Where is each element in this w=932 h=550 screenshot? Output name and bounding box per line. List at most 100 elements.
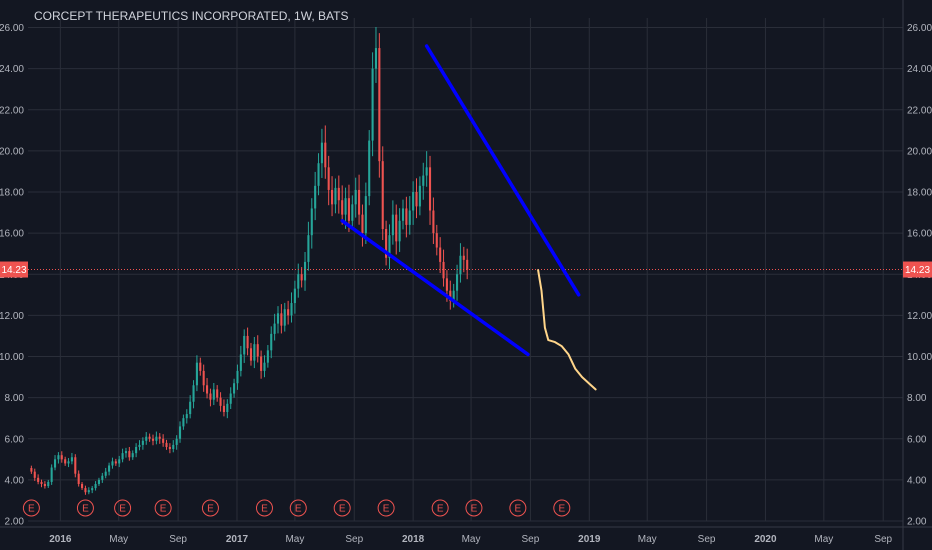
candle-body xyxy=(371,68,374,141)
candle-body xyxy=(303,261,307,281)
candle-body xyxy=(74,457,77,474)
candle-body xyxy=(270,333,273,351)
y-tick-label-left: 20.00 xyxy=(0,146,24,157)
candle-body xyxy=(84,488,87,493)
candle-body xyxy=(439,247,442,262)
candle-body xyxy=(246,335,249,349)
y-tick-label-left: 10.00 xyxy=(0,352,24,363)
earnings-marker-label: E xyxy=(558,504,565,515)
candle-body xyxy=(287,309,290,316)
candle-body xyxy=(216,389,219,398)
candlestick-series xyxy=(30,26,469,495)
candle-body xyxy=(37,477,40,482)
y-tick-label-right: 8.00 xyxy=(907,393,927,404)
candle-body xyxy=(351,204,354,221)
y-tick-label-right: 10.00 xyxy=(907,352,932,363)
candle-body xyxy=(273,323,276,334)
x-tick-label: May xyxy=(462,534,481,545)
candle-body xyxy=(354,189,357,205)
candle-body xyxy=(226,403,229,413)
price-tag-label: 14.23 xyxy=(1,265,26,276)
earnings-marker xyxy=(255,499,273,517)
candle-body xyxy=(165,442,168,447)
candle-body xyxy=(239,354,242,371)
y-tick-label-left: 4.00 xyxy=(5,475,25,486)
candle-body xyxy=(320,142,323,164)
candle-body xyxy=(300,274,303,281)
candle-body xyxy=(327,167,330,190)
candle-body xyxy=(33,471,36,478)
candle-body xyxy=(158,436,161,439)
candle-body xyxy=(222,405,225,413)
candle-body xyxy=(212,389,215,400)
candle-body xyxy=(432,210,435,234)
y-axis-right[interactable]: 2.004.006.008.0010.0012.0014.0016.0018.0… xyxy=(0,23,932,528)
x-axis[interactable]: 2016 May Sep 2017 May Sep 2018 May Sep 2019 May Sep… xyxy=(49,534,892,545)
y-tick-label-left: 6.00 xyxy=(5,434,25,445)
earnings-marker-label: E xyxy=(119,504,126,515)
candle-body xyxy=(53,459,57,468)
candle-body xyxy=(374,48,378,69)
candle-body xyxy=(401,208,405,221)
y-tick-label-right: 4.00 xyxy=(907,475,927,486)
y-tick-label-right: 26.00 xyxy=(907,23,932,34)
candle-body xyxy=(43,483,46,487)
y-tick-label-left: 26.00 xyxy=(0,23,24,34)
y-tick-label-right: 20.00 xyxy=(907,146,932,157)
candle-body xyxy=(364,196,367,234)
candle-body xyxy=(81,483,84,489)
candle-body xyxy=(449,290,452,301)
candle-body xyxy=(297,274,300,289)
candle-body xyxy=(192,385,195,402)
candle-body xyxy=(459,255,462,275)
candle-body xyxy=(435,233,438,248)
candle-body xyxy=(233,383,236,394)
x-tick-label: 2018 xyxy=(402,534,425,545)
candle-body xyxy=(243,335,246,355)
candle-body xyxy=(118,459,121,464)
candle-body xyxy=(64,459,67,464)
candle-body xyxy=(219,397,222,406)
candle-body xyxy=(425,167,428,176)
earnings-marker xyxy=(431,499,449,517)
candle-body xyxy=(138,444,141,447)
earnings-marker-label: E xyxy=(437,504,444,515)
candle-body xyxy=(266,350,269,363)
candle-body xyxy=(253,344,256,361)
candle-body xyxy=(293,288,296,304)
price-tag-left xyxy=(0,261,28,278)
x-tick-label: Sep xyxy=(522,534,540,545)
candle-body xyxy=(260,356,263,371)
candle-body xyxy=(368,140,371,197)
candle-body xyxy=(462,255,465,260)
earnings-marker xyxy=(509,499,527,517)
candle-body xyxy=(310,208,313,236)
candle-body xyxy=(182,418,185,427)
y-tick-label-right: 22.00 xyxy=(907,105,932,116)
candle-body xyxy=(263,362,266,371)
x-tick-label: May xyxy=(109,534,128,545)
candle-body xyxy=(104,471,107,476)
x-tick-label: May xyxy=(638,534,657,545)
x-tick-label: Sep xyxy=(345,534,363,545)
candle-body xyxy=(314,185,317,209)
candle-body xyxy=(108,465,111,472)
candle-body xyxy=(391,214,394,236)
candle-body xyxy=(341,200,344,215)
candle-body xyxy=(256,344,259,357)
earnings-marker-label: E xyxy=(383,504,390,515)
y-tick-label-right: 16.00 xyxy=(907,229,932,240)
candle-body xyxy=(337,187,340,201)
earnings-marker xyxy=(22,499,40,517)
candle-body xyxy=(361,214,364,234)
candle-body xyxy=(324,142,327,168)
earnings-marker-label: E xyxy=(471,504,478,515)
candle-body xyxy=(280,313,283,326)
candle-body xyxy=(307,235,310,262)
candle-body xyxy=(408,210,411,225)
projection-path xyxy=(537,269,597,391)
candle-body xyxy=(466,259,469,270)
earnings-marker-label: E xyxy=(339,504,346,515)
x-tick-label: Sep xyxy=(874,534,892,545)
